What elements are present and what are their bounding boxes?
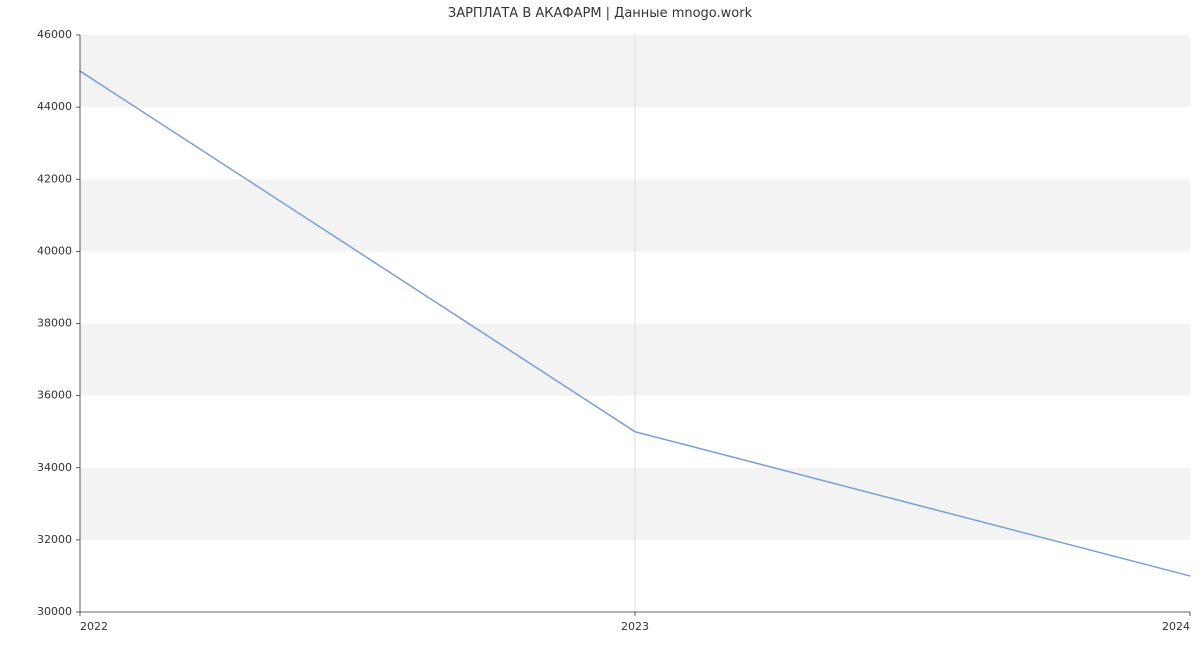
svg-text:40000: 40000 bbox=[37, 244, 72, 257]
svg-text:2023: 2023 bbox=[621, 620, 649, 633]
chart-svg: 30000 32000 34000 36000 38000 40000 42000 44000… bbox=[0, 0, 1200, 650]
svg-text:2024: 2024 bbox=[1162, 620, 1190, 633]
svg-text:30000: 30000 bbox=[37, 605, 72, 618]
svg-text:32000: 32000 bbox=[37, 533, 72, 546]
svg-text:46000: 46000 bbox=[37, 28, 72, 41]
svg-text:34000: 34000 bbox=[37, 461, 72, 474]
svg-text:36000: 36000 bbox=[37, 389, 72, 402]
svg-text:44000: 44000 bbox=[37, 100, 72, 113]
svg-text:2022: 2022 bbox=[80, 620, 108, 633]
svg-text:42000: 42000 bbox=[37, 172, 72, 185]
svg-text:38000: 38000 bbox=[37, 317, 72, 330]
salary-line-chart: ЗАРПЛАТА В АКАФАРМ | Данные mnogo.work 3… bbox=[0, 0, 1200, 650]
